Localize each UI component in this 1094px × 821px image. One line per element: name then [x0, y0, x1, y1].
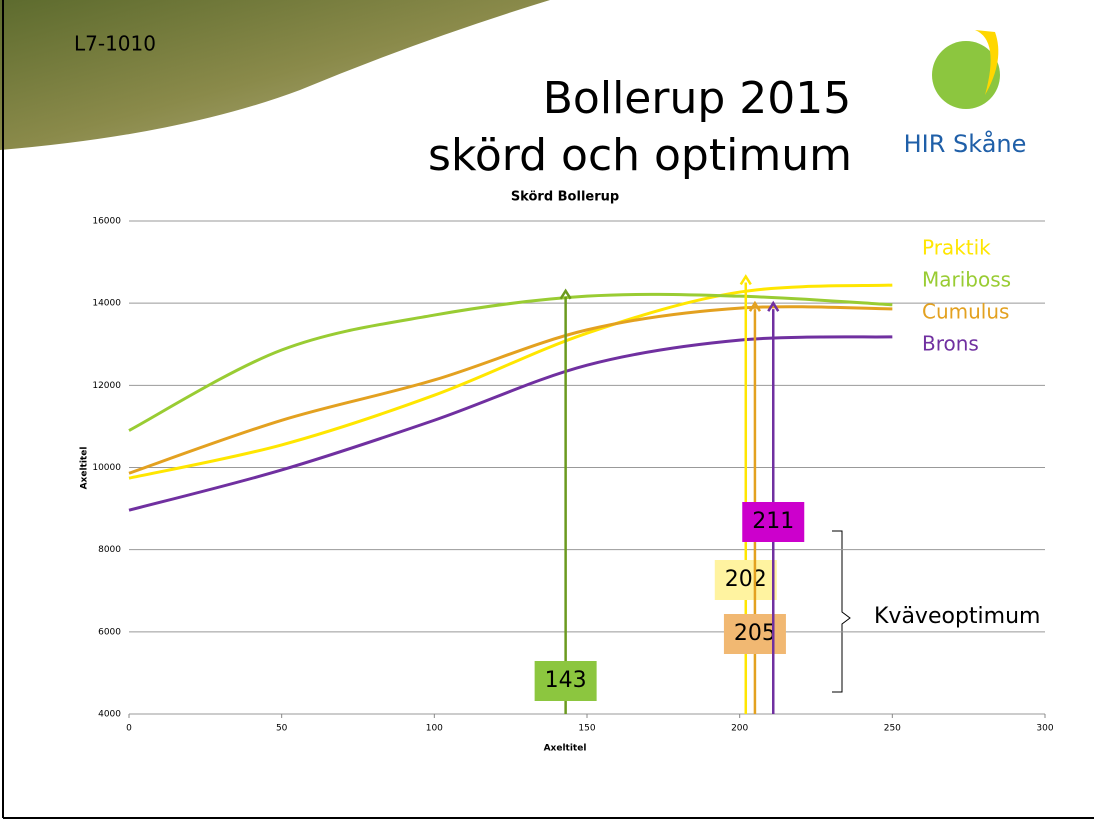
x-tick-label: 0	[126, 724, 132, 734]
slide-label: L7-1010	[74, 32, 156, 56]
chart-title: Skörd Bollerup	[511, 190, 619, 205]
x-tick-label: 50	[276, 724, 288, 734]
y-tick-label: 10000	[92, 463, 121, 473]
y-tick-label: 14000	[92, 299, 121, 309]
optimum-value: 211	[752, 509, 794, 534]
legend-entry: Mariboss	[922, 268, 1011, 292]
x-tick-label: 150	[578, 724, 595, 734]
optimum-value: 143	[545, 668, 587, 693]
x-axis-label: Axeltitel	[544, 744, 587, 754]
y-tick-label: 8000	[98, 545, 121, 555]
series-line	[129, 285, 892, 478]
title: Bollerup 2015	[543, 73, 852, 124]
legend-entry: Cumulus	[922, 300, 1009, 324]
y-tick-label: 6000	[98, 627, 121, 637]
optimum-value: 205	[734, 621, 776, 646]
title: skörd och optimum	[428, 130, 852, 181]
x-tick-label: 250	[884, 724, 901, 734]
y-tick-label: 12000	[92, 381, 121, 391]
slide: L7-1010 Bollerup 2015 skörd och optimum …	[0, 0, 1094, 821]
x-tick-label: 100	[426, 724, 443, 734]
legend-entry: Praktik	[922, 236, 991, 260]
y-tick-label: 4000	[98, 710, 121, 720]
header-photo	[0, 0, 550, 150]
bracket	[832, 531, 850, 692]
logo-text: HIR Skåne	[904, 129, 1027, 158]
legend-entry: Brons	[922, 332, 979, 356]
y-axis-label: Axeltitel	[80, 447, 90, 490]
optimum-label: Kväveoptimum	[874, 604, 1040, 629]
optimum-value: 202	[725, 567, 767, 592]
y-tick-label: 16000	[92, 217, 121, 227]
x-tick-label: 300	[1036, 724, 1053, 734]
x-tick-label: 200	[731, 724, 748, 734]
